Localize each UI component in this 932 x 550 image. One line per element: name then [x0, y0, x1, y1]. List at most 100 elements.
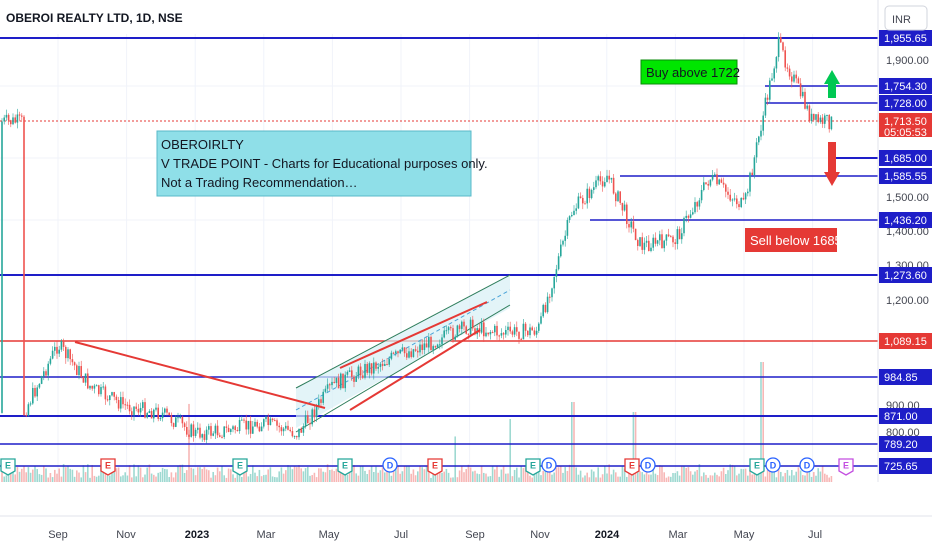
- candle-body: [817, 114, 819, 122]
- volume-bar: [21, 468, 23, 482]
- candle-body: [749, 172, 751, 192]
- candle-body: [221, 436, 223, 438]
- volume-bar: [480, 466, 483, 482]
- candle-body: [331, 381, 333, 386]
- candle-body: [197, 427, 199, 430]
- candle-body: [489, 332, 492, 335]
- volume-bar: [296, 467, 298, 482]
- volume-bar: [804, 475, 806, 482]
- volume-bar: [375, 466, 377, 482]
- volume-bar: [113, 470, 115, 482]
- volume-bar: [758, 473, 760, 482]
- candle-body: [315, 406, 318, 418]
- candle-body: [342, 373, 344, 389]
- candle-body: [621, 202, 624, 211]
- volume-bar: [309, 475, 311, 482]
- volume-bar: [87, 464, 89, 482]
- candle-body: [795, 74, 797, 79]
- volume-bar: [656, 475, 659, 482]
- candle-body: [1, 121, 3, 413]
- channel-fill: [296, 275, 510, 428]
- volume-bar: [791, 470, 793, 482]
- volume-bar: [485, 473, 487, 482]
- price-level-labels: 1,955.65 1,754.30 1,728.00 1,713.5005:05:53…: [879, 30, 932, 474]
- candle-body: [439, 344, 441, 346]
- candle-body: [27, 404, 30, 416]
- volume-bar: [401, 471, 404, 482]
- volume-bar: [461, 466, 463, 482]
- volume-bar: [397, 465, 399, 482]
- volume-bar: [654, 473, 657, 482]
- candle-body: [113, 392, 115, 397]
- volume-bar: [824, 473, 826, 482]
- event-marker-label: D: [804, 461, 811, 471]
- candle-body: [271, 418, 274, 421]
- candle-body: [139, 407, 142, 413]
- volume-bar: [491, 466, 494, 482]
- volume-bar: [199, 467, 201, 482]
- volume-bar: [289, 466, 291, 482]
- candle-body: [584, 203, 586, 205]
- candle-body: [399, 349, 401, 354]
- candle-body: [133, 406, 135, 415]
- volume-bar: [692, 474, 694, 482]
- candle-body: [370, 363, 373, 374]
- candle-body: [617, 191, 619, 202]
- candle-body: [474, 328, 476, 335]
- candle-body: [685, 215, 687, 218]
- volume-bar: [144, 474, 146, 482]
- volume-bar: [447, 472, 450, 482]
- volume-bar: [764, 476, 767, 482]
- price-axis-tick: 1,200.00: [886, 295, 929, 307]
- candle-body: [199, 427, 201, 438]
- candle-body: [601, 181, 604, 187]
- volume-bar: [23, 466, 25, 482]
- candle-body: [252, 426, 254, 434]
- candle-body: [16, 114, 19, 123]
- candle-body: [5, 114, 8, 118]
- candle-body: [120, 397, 122, 409]
- price-level-label: 1,273.60: [884, 270, 927, 282]
- price-level-label-bg: [879, 408, 932, 424]
- volume-bars: [1, 362, 833, 482]
- candle-body: [747, 191, 749, 194]
- volume-bar: [16, 467, 19, 482]
- candle-body: [758, 136, 760, 143]
- currency-button[interactable]: INR: [892, 14, 911, 26]
- candle-body: [571, 214, 573, 217]
- candle-body: [375, 362, 377, 369]
- volume-bar: [828, 477, 830, 482]
- candle-body: [766, 97, 769, 100]
- candle-body: [751, 172, 753, 176]
- candle-body: [40, 376, 43, 384]
- candle-body: [828, 114, 830, 130]
- volume-bar: [157, 472, 159, 482]
- candle-body: [23, 116, 25, 416]
- volume-bar: [676, 471, 679, 482]
- candle-body: [181, 416, 184, 424]
- candle-body: [390, 352, 393, 359]
- volume-bar: [744, 468, 747, 482]
- price-level-label-bg: [879, 78, 932, 94]
- currency-button-frame[interactable]: [884, 5, 928, 31]
- candle-body: [377, 366, 379, 369]
- candle-body: [725, 184, 727, 192]
- candle-body: [351, 370, 353, 377]
- candle-body: [716, 174, 718, 185]
- candle-body: [729, 194, 731, 201]
- candle-body: [318, 399, 320, 407]
- candle-body: [566, 219, 569, 236]
- volume-bar: [777, 465, 780, 482]
- volume-bar: [388, 468, 390, 482]
- volume-bar: [302, 471, 305, 482]
- volume-bar: [315, 477, 318, 482]
- event-marker-label: E: [754, 461, 760, 471]
- time-axis-ticks: Sep Nov 2023 Mar May Jul Sep Nov 2024 Mar May Jul: [48, 529, 822, 541]
- candle-body: [663, 240, 665, 249]
- candle-body: [214, 425, 217, 434]
- volume-bar: [716, 474, 718, 482]
- volume-bar: [82, 465, 85, 482]
- volume-bar: [91, 464, 93, 482]
- candle-body: [674, 242, 676, 245]
